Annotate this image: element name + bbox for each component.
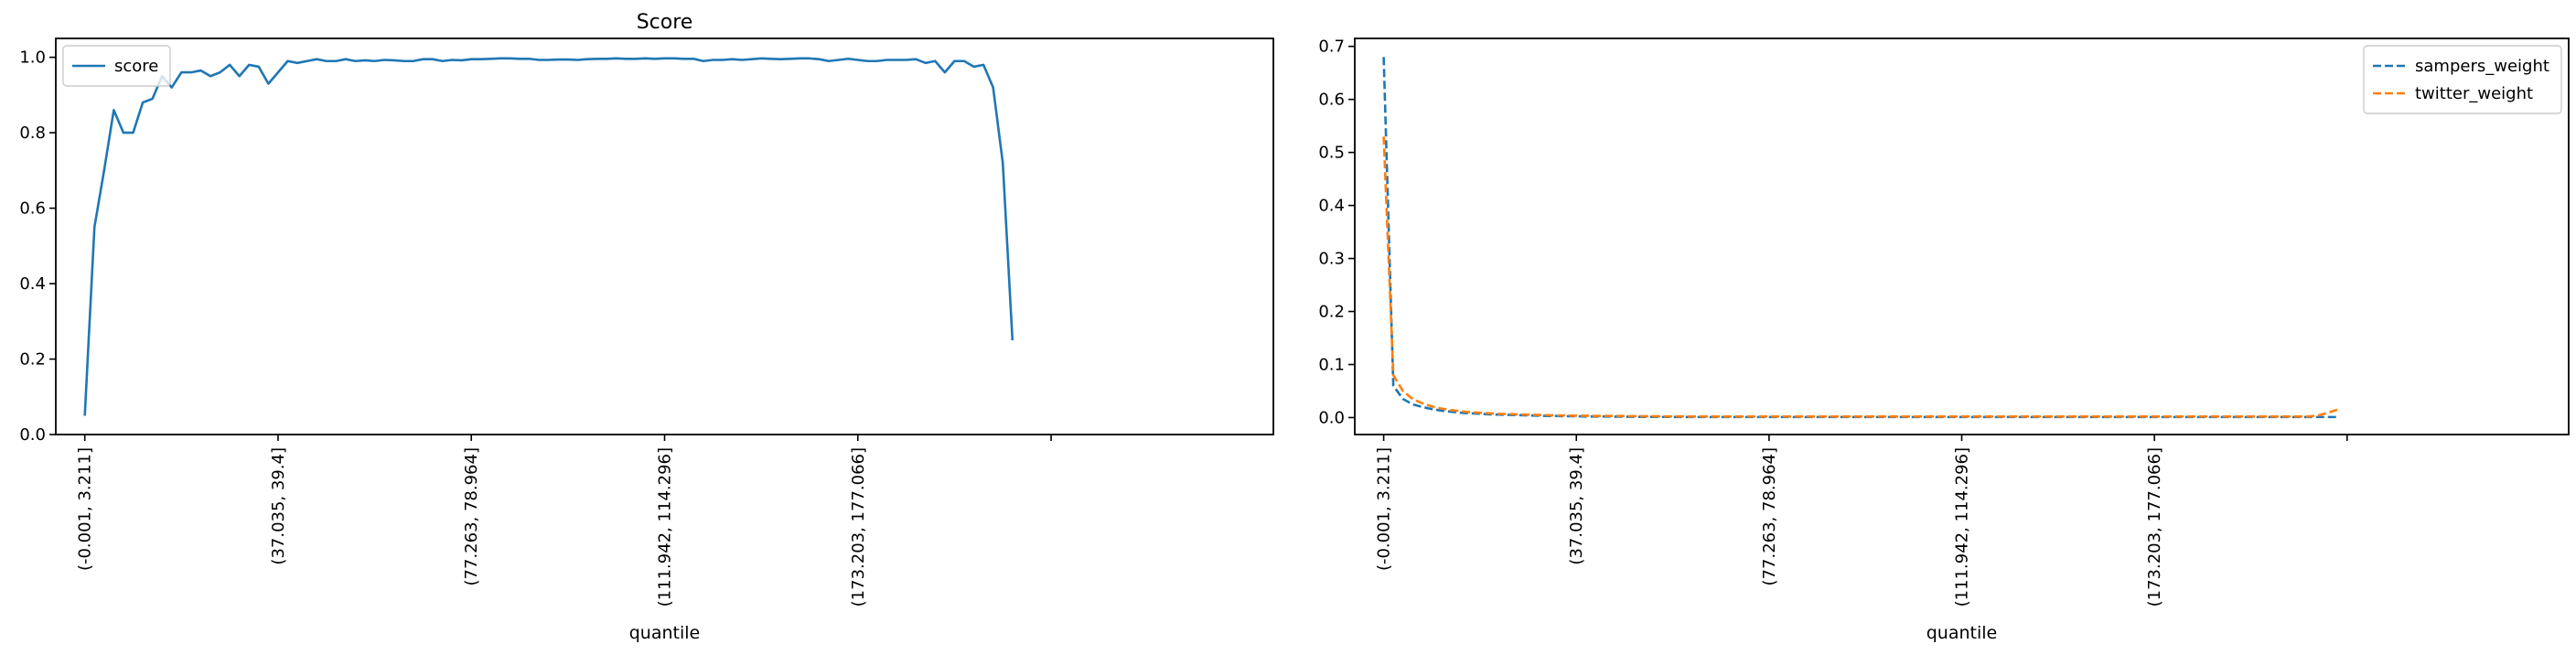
y-tick-label: 0.5 <box>1318 144 1345 163</box>
y-tick-label: 0.0 <box>1318 408 1345 427</box>
legend-box <box>2363 45 2562 114</box>
y-tick-label: 0.3 <box>1318 250 1345 269</box>
y-tick-label: 0.8 <box>19 123 46 143</box>
x-tick-label: (173.203, 177.066] <box>2145 447 2164 607</box>
x-tick-label: (37.035, 39.4] <box>1567 447 1586 565</box>
legend: sampers_weight twitter_weight <box>2363 45 2562 114</box>
y-tick-label: 0.2 <box>1318 303 1345 322</box>
x-tick-label: (173.203, 177.066] <box>849 447 868 607</box>
y-tick-label: 1.0 <box>19 48 46 68</box>
x-tick-label: (111.942, 114.296] <box>656 447 675 607</box>
x-tick-label: (77.263, 78.964] <box>462 447 481 585</box>
x-tick-label: (111.942, 114.296] <box>1953 447 1972 607</box>
series-line-twitter-weight <box>1382 136 2338 418</box>
legend-label: twitter_weight <box>2415 84 2533 103</box>
score-chart-panel: 0.0 0.2 0.4 0.6 0.8 1.0 (-0.001, 3.211] (37.035… <box>19 11 1274 643</box>
x-tick-label: (-0.001, 3.211] <box>1375 447 1394 571</box>
x-tick-label: (-0.001, 3.211] <box>76 447 95 571</box>
x-axis-label: quantile <box>629 623 700 643</box>
y-tick-label: 0.6 <box>19 199 46 219</box>
y-tick-label: 0.4 <box>1318 197 1345 216</box>
weights-chart-panel: 0.0 0.1 0.2 0.3 0.4 0.5 0.6 0.7 (-0.001, 3.211] (… <box>1318 38 2570 643</box>
y-tick-label: 0.0 <box>19 425 46 445</box>
x-tick-label: (77.263, 78.964] <box>1760 447 1779 585</box>
y-tick-label: 0.6 <box>1318 91 1345 110</box>
legend-box <box>62 45 171 87</box>
legend-label: score <box>114 57 158 76</box>
y-tick-label: 0.2 <box>19 350 46 370</box>
y-tick-label: 0.1 <box>1318 355 1345 374</box>
y-tick-label: 0.4 <box>19 274 46 294</box>
chart-title: Score <box>637 11 693 34</box>
legend-label: sampers_weight <box>2415 57 2549 76</box>
y-tick-label: 0.7 <box>1318 38 1345 57</box>
plot-area-frame <box>55 38 1274 435</box>
x-tick-label: (37.035, 39.4] <box>269 447 288 565</box>
series-line-sampers-weight <box>1382 57 2338 419</box>
legend: score <box>62 45 171 87</box>
series-line-score <box>83 57 1014 416</box>
x-axis-label: quantile <box>1927 623 1997 643</box>
